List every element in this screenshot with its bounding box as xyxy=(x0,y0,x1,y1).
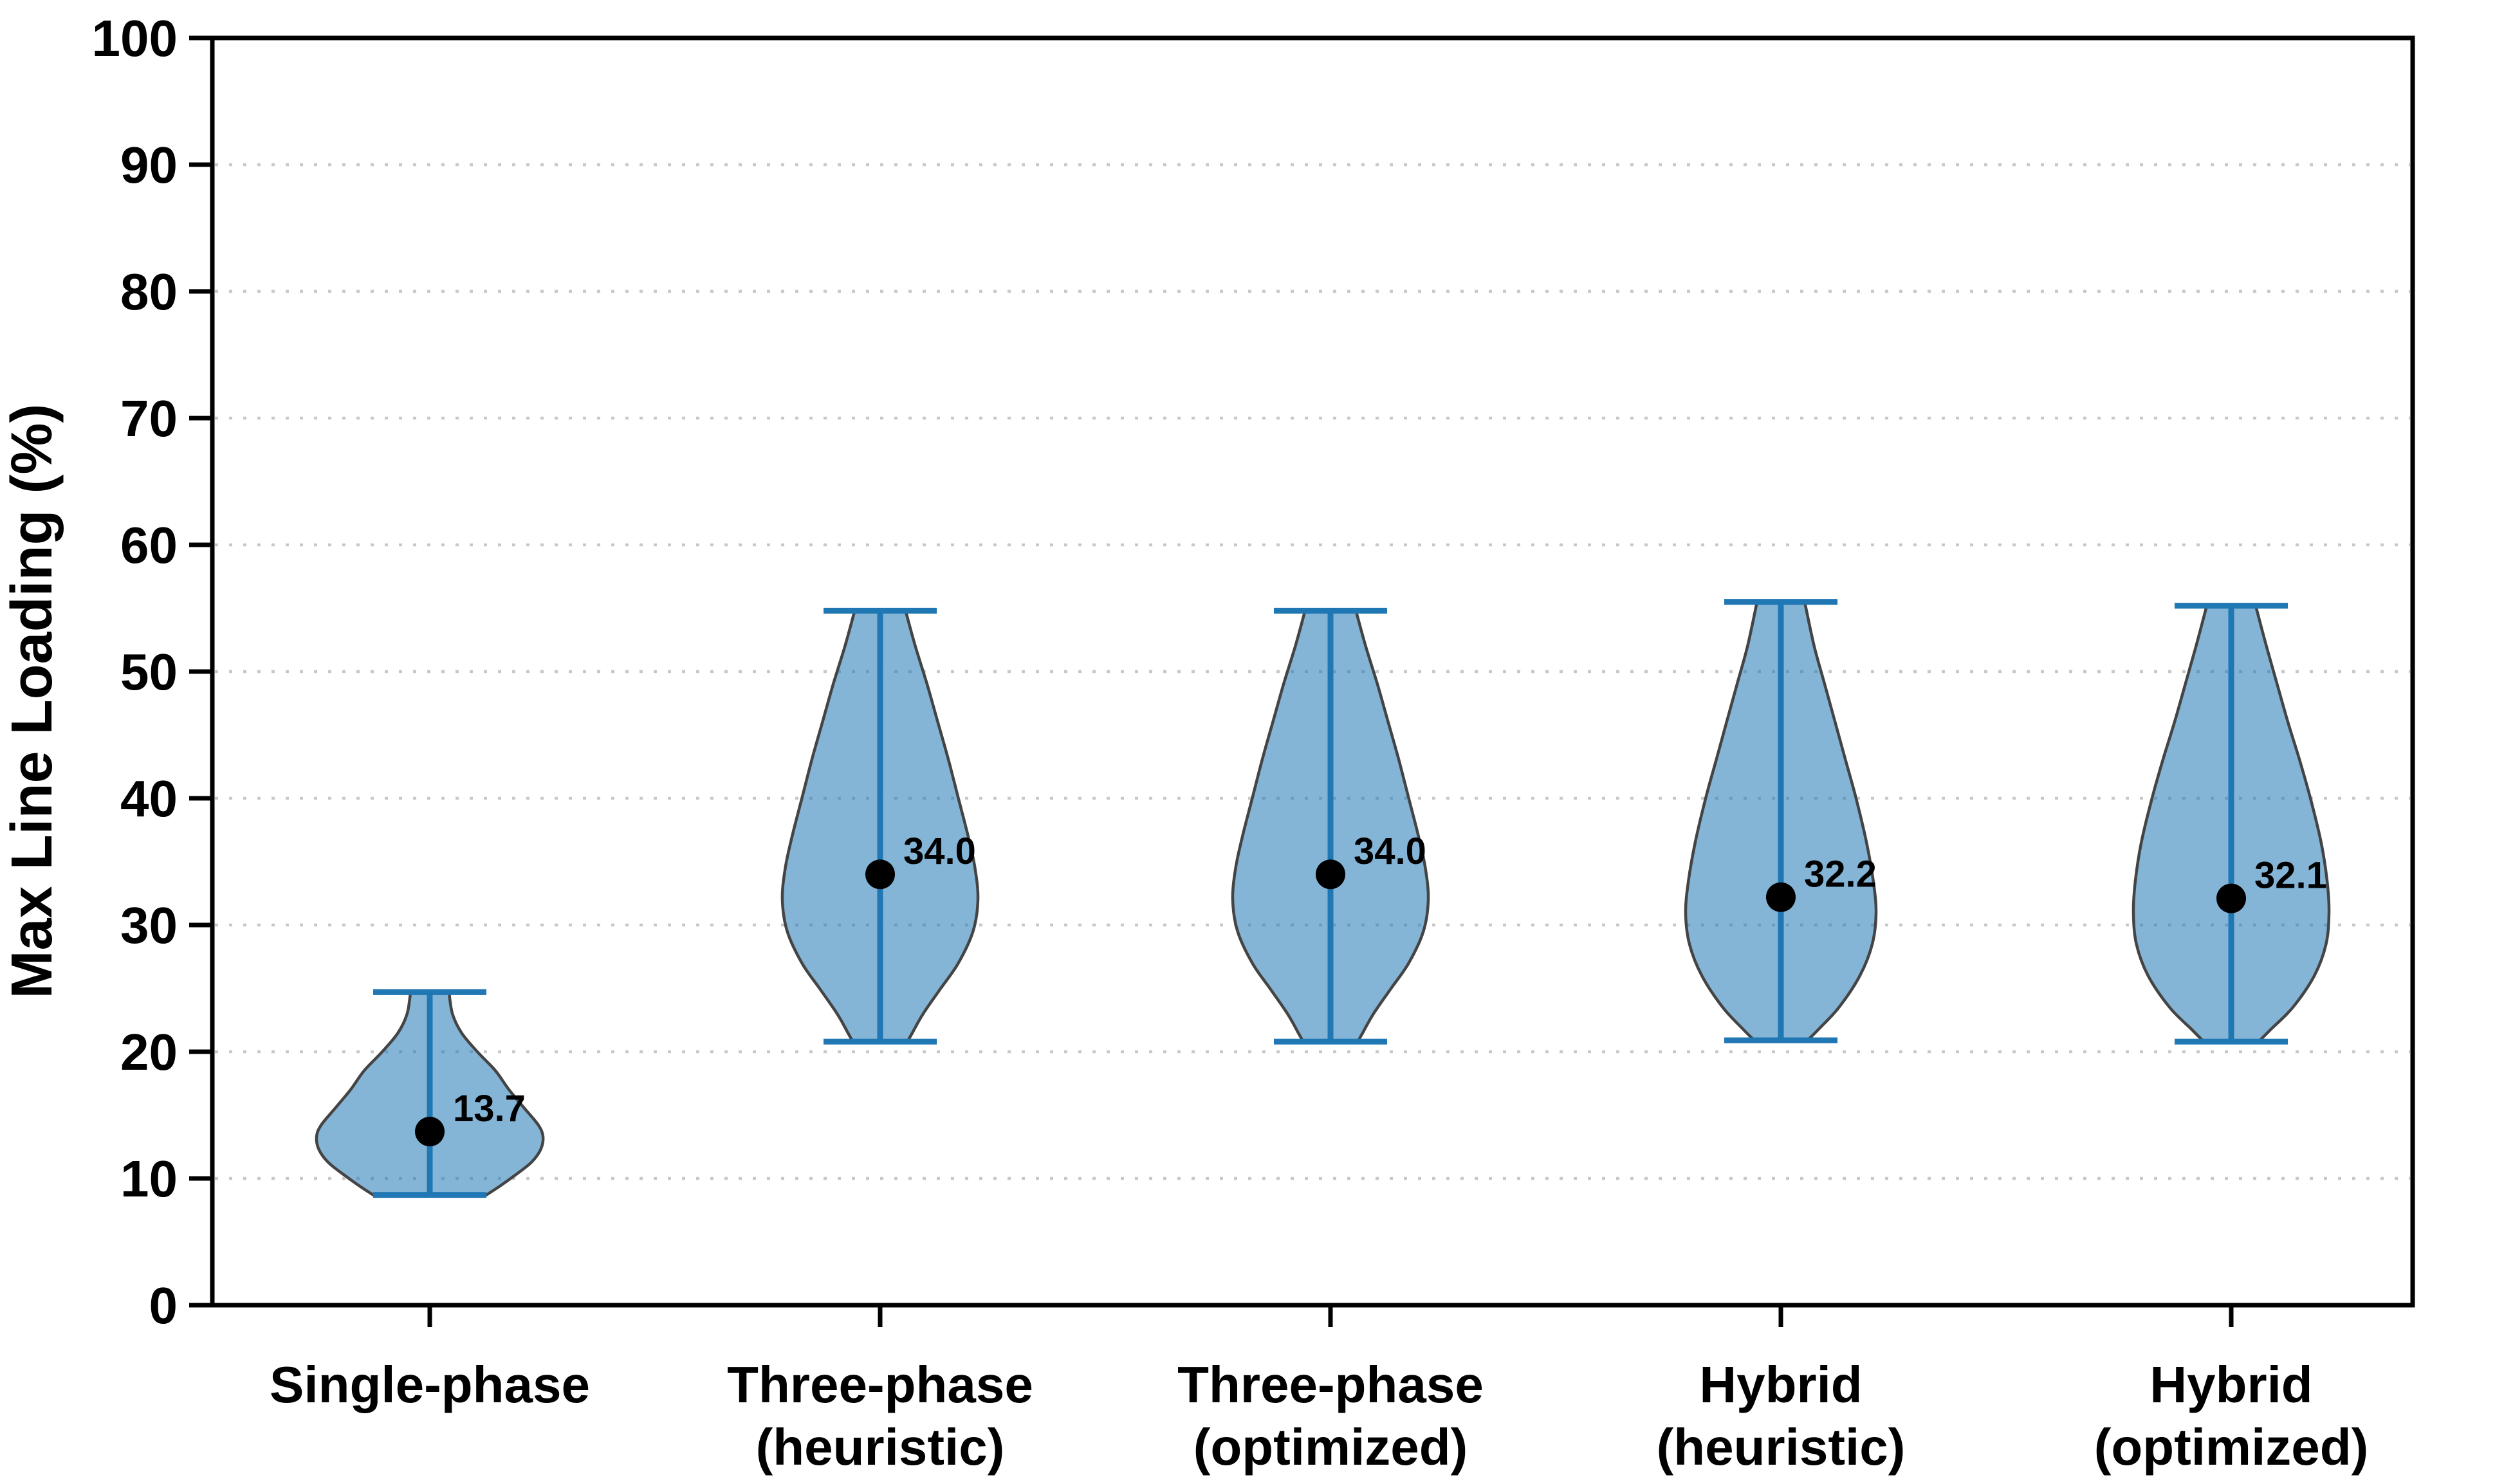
x-category-label-line: Hybrid xyxy=(1699,1356,1862,1413)
x-category-label-line: Hybrid xyxy=(2150,1356,2312,1413)
y-tick-label-40: 40 xyxy=(120,770,178,827)
x-category-label-line: (optimized) xyxy=(2094,1418,2369,1476)
y-tick-label-100: 100 xyxy=(92,10,178,67)
x-category-label-hybrid-optimized: Hybrid (optimized) xyxy=(2094,1356,2369,1476)
x-category-label-line: (optimized) xyxy=(1193,1418,1468,1476)
y-tick-label-60: 60 xyxy=(120,517,178,574)
y-axis-label: Max Line Loading (%) xyxy=(0,403,64,998)
median-dot-hybrid-heuristic xyxy=(1766,882,1796,912)
y-tick-label-10: 10 xyxy=(120,1150,178,1207)
x-category-label-single-phase: Single-phase xyxy=(270,1356,590,1413)
x-category-label-hybrid-heuristic: Hybrid (heuristic) xyxy=(1657,1356,1906,1476)
y-tick-label-50: 50 xyxy=(120,643,178,701)
median-label-three-phase-heuristic: 34.0 xyxy=(903,830,976,872)
median-label-hybrid-heuristic: 32.2 xyxy=(1804,854,1877,895)
y-tick-label-0: 0 xyxy=(149,1277,178,1334)
y-tick-label-20: 20 xyxy=(120,1023,178,1081)
x-category-label-line: Single-phase xyxy=(270,1356,590,1413)
median-label-hybrid-optimized: 32.1 xyxy=(2254,855,2327,897)
median-dot-three-phase-optimized xyxy=(1316,859,1345,890)
median-label-three-phase-optimized: 34.0 xyxy=(1354,830,1426,872)
y-tick-label-80: 80 xyxy=(120,263,178,320)
median-label-single-phase: 13.7 xyxy=(453,1088,526,1130)
x-category-label-line: Three-phase xyxy=(1177,1356,1484,1413)
median-dot-three-phase-heuristic xyxy=(865,859,895,890)
median-dot-hybrid-optimized xyxy=(2216,883,2246,913)
x-category-label-line: (heuristic) xyxy=(756,1418,1005,1476)
median-dot-single-phase xyxy=(415,1117,445,1147)
x-category-label-line: (heuristic) xyxy=(1657,1418,1906,1476)
y-tick-label-70: 70 xyxy=(120,390,178,447)
y-tick-label-90: 90 xyxy=(120,136,178,194)
y-tick-label-30: 30 xyxy=(120,897,178,954)
x-category-label-three-phase-optimized: Three-phase (optimized) xyxy=(1177,1356,1484,1476)
x-category-label-three-phase-heuristic: Three-phase (heuristic) xyxy=(727,1356,1033,1476)
x-category-label-line: Three-phase xyxy=(727,1356,1033,1413)
